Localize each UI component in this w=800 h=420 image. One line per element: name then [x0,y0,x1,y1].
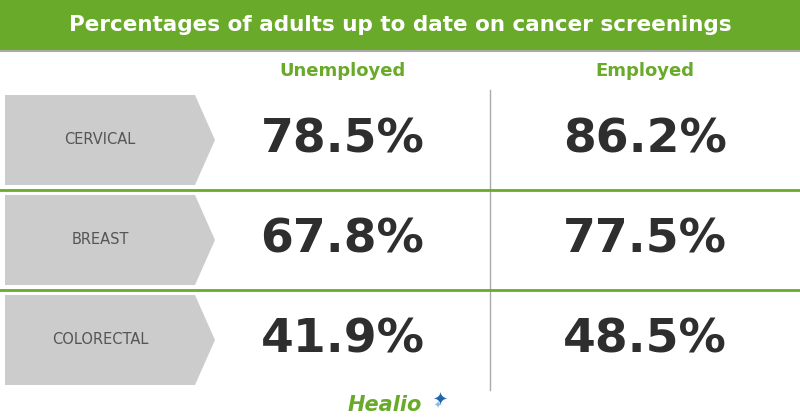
Text: BREAST: BREAST [71,233,129,247]
Text: ✦: ✦ [434,401,442,411]
Text: 86.2%: 86.2% [563,118,727,163]
Polygon shape [5,295,215,385]
Text: 67.8%: 67.8% [261,218,425,262]
Polygon shape [5,195,215,285]
Text: COLORECTAL: COLORECTAL [52,333,148,347]
Bar [0,0,800,50]
Text: Percentages of adults up to date on cancer screenings: Percentages of adults up to date on canc… [69,15,731,35]
Text: 48.5%: 48.5% [563,318,727,362]
Polygon shape [5,95,215,185]
Text: CERVICAL: CERVICAL [64,132,136,147]
Text: Unemployed: Unemployed [279,62,406,80]
Text: Healio: Healio [348,395,422,415]
Text: 77.5%: 77.5% [563,218,727,262]
Text: Employed: Employed [595,62,694,80]
Text: ✦: ✦ [433,392,447,410]
Text: 41.9%: 41.9% [261,318,425,362]
Text: 78.5%: 78.5% [261,118,425,163]
